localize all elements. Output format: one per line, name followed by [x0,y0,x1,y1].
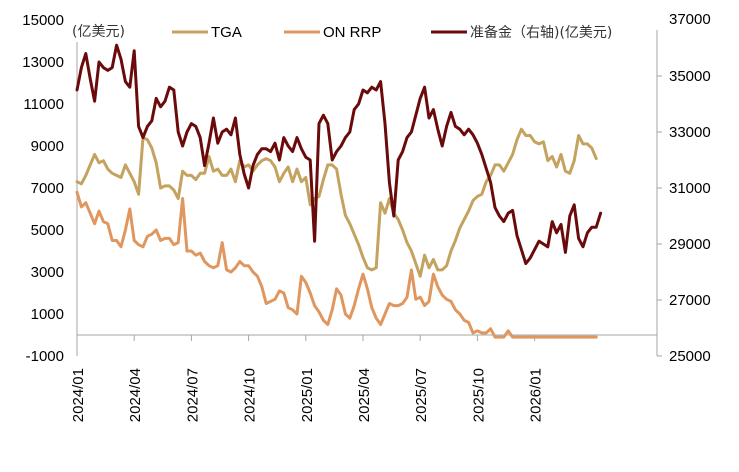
left-tick-label: 13000 [22,54,64,71]
x-tick-label: 2025/04 [356,368,373,422]
legend-item-on-rrp: ON RRP [284,24,381,41]
left-tick-label: -1000 [26,348,64,365]
legend-label-on-rrp: ON RRP [323,24,381,41]
legend-label-reserves: 准备金（右轴)(亿美元) [470,24,612,41]
series-layer [75,43,603,339]
legend: TGA ON RRP 准备金（右轴)(亿美元) [172,24,612,41]
series-line-reserves [75,43,603,266]
right-tick-label: 25000 [669,348,711,365]
series-line-on-rrp [75,190,598,339]
right-tick-label: 27000 [669,292,711,309]
left-tick-label: 5000 [31,222,64,239]
series-line-tga [75,127,598,278]
x-tick-label: 2024/10 [242,368,259,422]
legend-item-tga: TGA [172,24,242,41]
left-y-axis: 15000 13000 11000 9000 7000 5000 3000 1000 -1000 [22,12,78,365]
right-y-axis: 37000 35000 33000 31000 29000 27000 25000 [656,11,711,365]
left-tick-label: 1000 [31,306,64,323]
x-tick-label: 2024/07 [184,368,201,422]
right-tick-label: 35000 [669,68,711,85]
x-tick-label: 2024/01 [70,368,87,422]
left-tick-label: 3000 [31,264,64,281]
x-tick-label: 2025/10 [470,368,487,422]
left-tick-label: 15000 [22,12,64,29]
legend-item-reserves: 准备金（右轴)(亿美元) [431,24,612,41]
x-tick-label: 2025/07 [413,368,430,422]
x-tick-label: 2026/01 [528,368,545,422]
x-axis: 2024/01 2024/04 2024/07 2024/10 2025/01 2025/… [70,334,657,422]
left-tick-label: 11000 [23,96,64,113]
legend-label-tga: TGA [211,24,242,41]
right-tick-label: 29000 [669,236,711,253]
left-tick-label: 7000 [31,180,64,197]
left-tick-label: 9000 [31,138,64,155]
x-tick-label: 2024/04 [127,368,144,422]
right-tick-label: 31000 [669,180,711,197]
x-tick-label: 2025/01 [299,368,316,422]
right-tick-label: 37000 [669,11,711,28]
left-unit-label: (亿美元) [72,24,125,40]
right-tick-label: 33000 [669,124,711,141]
